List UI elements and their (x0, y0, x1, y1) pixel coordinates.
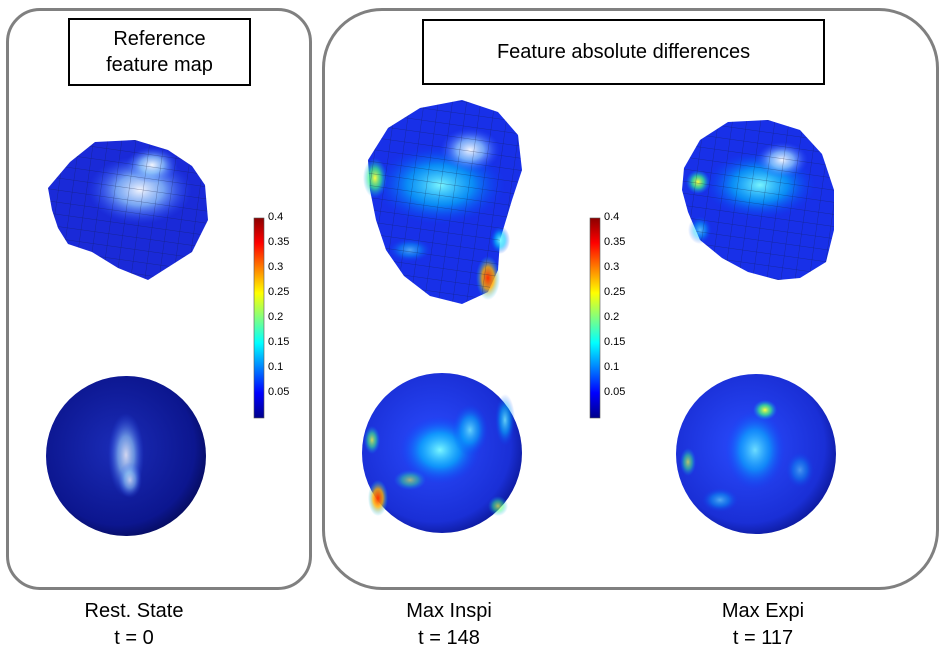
colorbar-tick: 0.2 (604, 311, 620, 323)
caption-expi: Max Expi t = 117 (663, 598, 863, 652)
colorbar-tick: 0.15 (268, 336, 290, 348)
colorbar-reference (253, 217, 265, 419)
reference-mesh (48, 140, 208, 280)
colorbar-tick: 0.3 (604, 261, 620, 273)
caption-inspi: Max Inspi t = 148 (349, 598, 549, 652)
colorbar-tick: 0.4 (604, 211, 620, 223)
reference-title-line1: Reference (113, 28, 206, 50)
colorbar-tick: 0.25 (268, 286, 290, 298)
colorbar-tick: 0.05 (604, 386, 626, 398)
expi-sphere (676, 374, 836, 534)
colorbar-tick: 0.35 (268, 236, 290, 248)
expi-mesh (682, 120, 834, 280)
differences-title: Feature absolute differences (496, 41, 751, 63)
colorbar-tick: 0.35 (604, 236, 626, 248)
reference-title-box: Reference feature map (68, 18, 251, 86)
caption-inspi-state: Max Inspi (406, 600, 492, 622)
colorbar-tick: 0.05 (268, 386, 290, 398)
colorbar-differences (589, 217, 601, 419)
colorbar-tick: 0.1 (268, 361, 284, 373)
reference-sphere (46, 376, 206, 536)
caption-inspi-time: t = 148 (418, 627, 480, 649)
colorbar-tick: 0.2 (268, 311, 284, 323)
colorbar-tick: 0.4 (268, 211, 284, 223)
caption-rest-time: t = 0 (114, 627, 154, 649)
caption-expi-state: Max Expi (721, 600, 805, 622)
caption-rest: Rest. State t = 0 (34, 598, 234, 652)
colorbar-tick: 0.1 (604, 361, 620, 373)
differences-title-box: Feature absolute differences (422, 19, 825, 85)
colorbar-tick: 0.15 (604, 336, 626, 348)
inspi-sphere (362, 373, 522, 533)
colorbar-tick: 0.25 (604, 286, 626, 298)
reference-title-line2: feature map (106, 54, 213, 76)
inspi-mesh (363, 100, 522, 304)
colorbar-tick: 0.3 (268, 261, 284, 273)
caption-rest-state: Rest. State (84, 600, 184, 622)
caption-expi-time: t = 117 (732, 627, 794, 649)
